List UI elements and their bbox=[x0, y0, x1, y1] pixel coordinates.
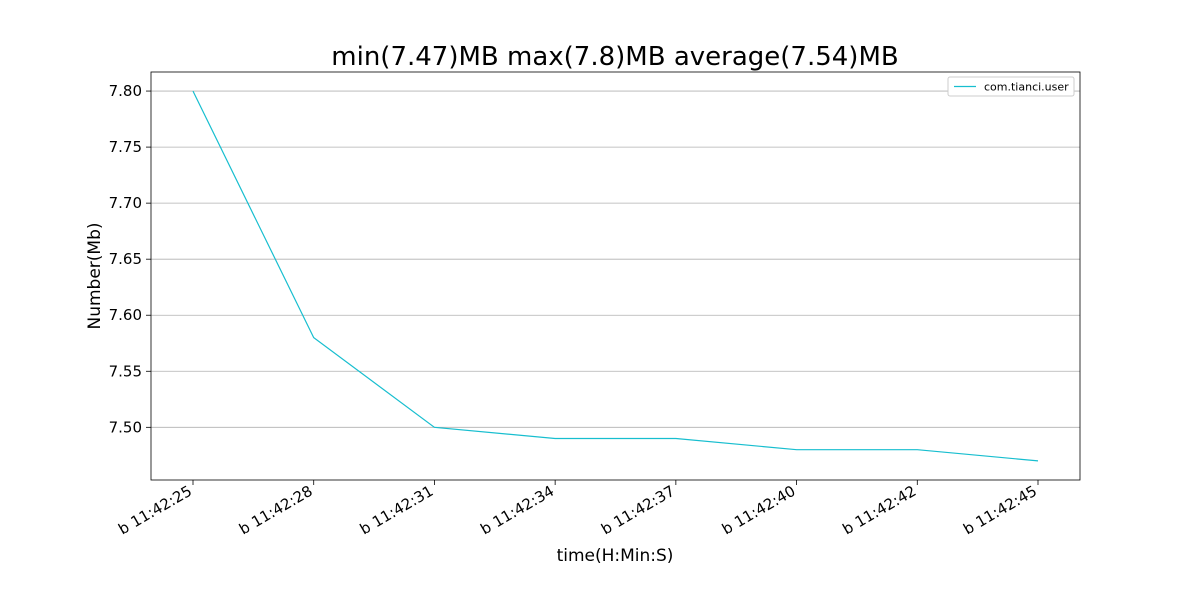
x-tick-label: b 11:42:42 bbox=[840, 482, 920, 538]
y-axis-label: Number(Mb) bbox=[85, 222, 105, 329]
x-axis-label: time(H:Min:S) bbox=[557, 546, 674, 566]
y-tick-label: 7.70 bbox=[109, 194, 142, 212]
y-tick-label: 7.80 bbox=[109, 82, 142, 100]
x-tick-label: b 11:42:37 bbox=[598, 482, 678, 538]
y-tick-label: 7.65 bbox=[109, 250, 142, 268]
x-tick-label: b 11:42:45 bbox=[960, 482, 1040, 538]
y-tick-label: 7.75 bbox=[109, 138, 142, 156]
x-tick-label: b 11:42:25 bbox=[115, 482, 195, 538]
chart-title: min(7.47)MB max(7.8)MB average(7.54)MB bbox=[331, 42, 898, 72]
legend-box bbox=[947, 76, 1075, 97]
plot-frame bbox=[150, 71, 1081, 481]
legend: com.tianci.user bbox=[947, 76, 1075, 97]
plot-area bbox=[150, 71, 1081, 481]
legend-label: com.tianci.user bbox=[984, 81, 1069, 94]
grid bbox=[151, 90, 1080, 428]
x-tick-label: b 11:42:31 bbox=[357, 482, 437, 538]
x-tick-label: b 11:42:28 bbox=[236, 482, 316, 538]
y-tick-label: 7.50 bbox=[109, 418, 142, 436]
x-tick-label: b 11:42:34 bbox=[477, 482, 557, 538]
y-tick-label: 7.60 bbox=[109, 306, 142, 324]
y-axis: 7.50 7.55 7.60 7.65 7.70 7.75 7.80 bbox=[109, 82, 151, 436]
series-line bbox=[192, 90, 1039, 462]
y-tick-label: 7.55 bbox=[109, 362, 142, 380]
x-tick-label: b 11:42:40 bbox=[719, 482, 799, 538]
x-axis: b 11:42:25 b 11:42:28 b 11:42:31 b 11:42:34… bbox=[115, 480, 1040, 538]
